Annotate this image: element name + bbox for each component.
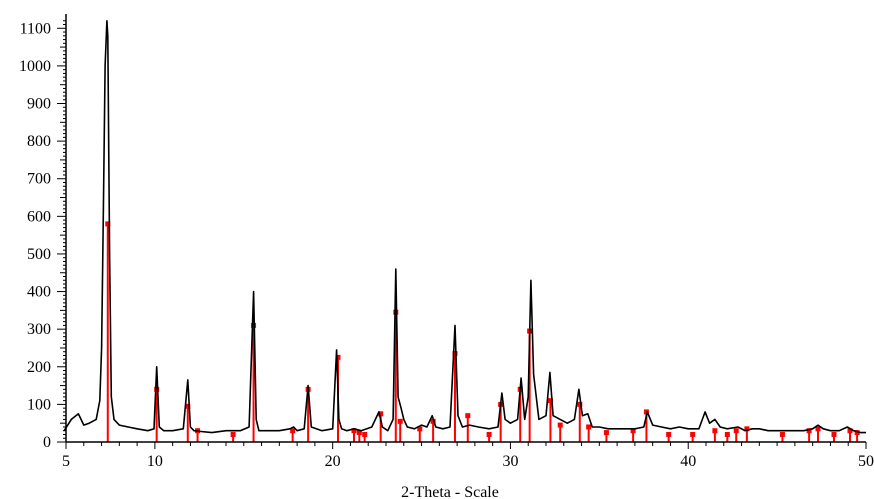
reference-peak-marker (362, 431, 368, 437)
y-axis: 0 100 200 300 400 500 600 700 800 900 1000 1100 (19, 14, 67, 451)
y-tick-label: 600 (27, 208, 51, 225)
reference-peak-marker (430, 418, 436, 424)
reference-peak-marker (690, 431, 696, 437)
y-tick-label: 500 (27, 246, 51, 263)
x-tick-label: 10 (147, 453, 163, 470)
reference-peak-marker (452, 351, 458, 357)
y-tick-label: 100 (27, 396, 51, 413)
reference-peak-marker (378, 411, 384, 417)
reference-peak-marker (417, 426, 423, 432)
reference-peak-marker (831, 431, 837, 437)
y-tick-label: 800 (27, 133, 51, 150)
x-axis-title: 2-Theta - Scale (401, 484, 499, 499)
reference-peak-marker (815, 426, 821, 432)
reference-peak-marker (397, 418, 403, 424)
reference-peak-marker (105, 221, 111, 227)
y-tick-label: 400 (27, 284, 51, 301)
reference-peak-marker (557, 422, 563, 428)
y-tick-label: 700 (27, 171, 51, 188)
reference-peak-marker (733, 428, 739, 434)
reference-peak-marker (806, 428, 812, 434)
pattern-line (63, 20, 866, 434)
y-tick-label: 1100 (20, 20, 51, 37)
reference-peak-marker (712, 428, 718, 434)
reference-peak-marker (465, 413, 471, 419)
y-tick-label: 1000 (19, 58, 51, 75)
reference-peak-marker (486, 431, 492, 437)
x-tick-label: 5 (62, 453, 70, 470)
reference-peak-marker (577, 401, 583, 407)
reference-peaks (105, 221, 860, 442)
reference-peak-marker (154, 386, 160, 392)
x-tick-label: 30 (502, 453, 518, 470)
reference-peak-marker (290, 428, 296, 434)
reference-peak-marker (779, 431, 785, 437)
reference-peak-marker (586, 424, 592, 430)
reference-peak-marker (643, 409, 649, 415)
x-tick-label: 50 (858, 453, 874, 470)
y-tick-label: 200 (27, 359, 51, 376)
reference-peak-marker (744, 426, 750, 432)
reference-peak-marker (356, 430, 362, 436)
reference-peak-marker (351, 428, 357, 434)
y-tick-label: 300 (27, 321, 51, 338)
reference-peak-marker (847, 428, 853, 434)
reference-peak-marker (854, 430, 860, 436)
y-tick-label: 0 (43, 434, 51, 451)
reference-peak-marker (230, 431, 236, 437)
reference-peak-marker (603, 430, 609, 436)
x-axis: 5 10 20 30 40 50 (62, 441, 874, 470)
reference-peak-marker (666, 431, 672, 437)
reference-peak-marker (547, 398, 553, 404)
reference-peak-marker (185, 403, 191, 409)
reference-peak-marker (335, 354, 341, 360)
y-tick-label: 900 (27, 96, 51, 113)
pattern-series (63, 20, 866, 434)
reference-peak-marker (724, 431, 730, 437)
x-tick-label: 20 (325, 453, 341, 470)
x-tick-label: 40 (680, 453, 696, 470)
reference-peak-marker (630, 428, 636, 434)
